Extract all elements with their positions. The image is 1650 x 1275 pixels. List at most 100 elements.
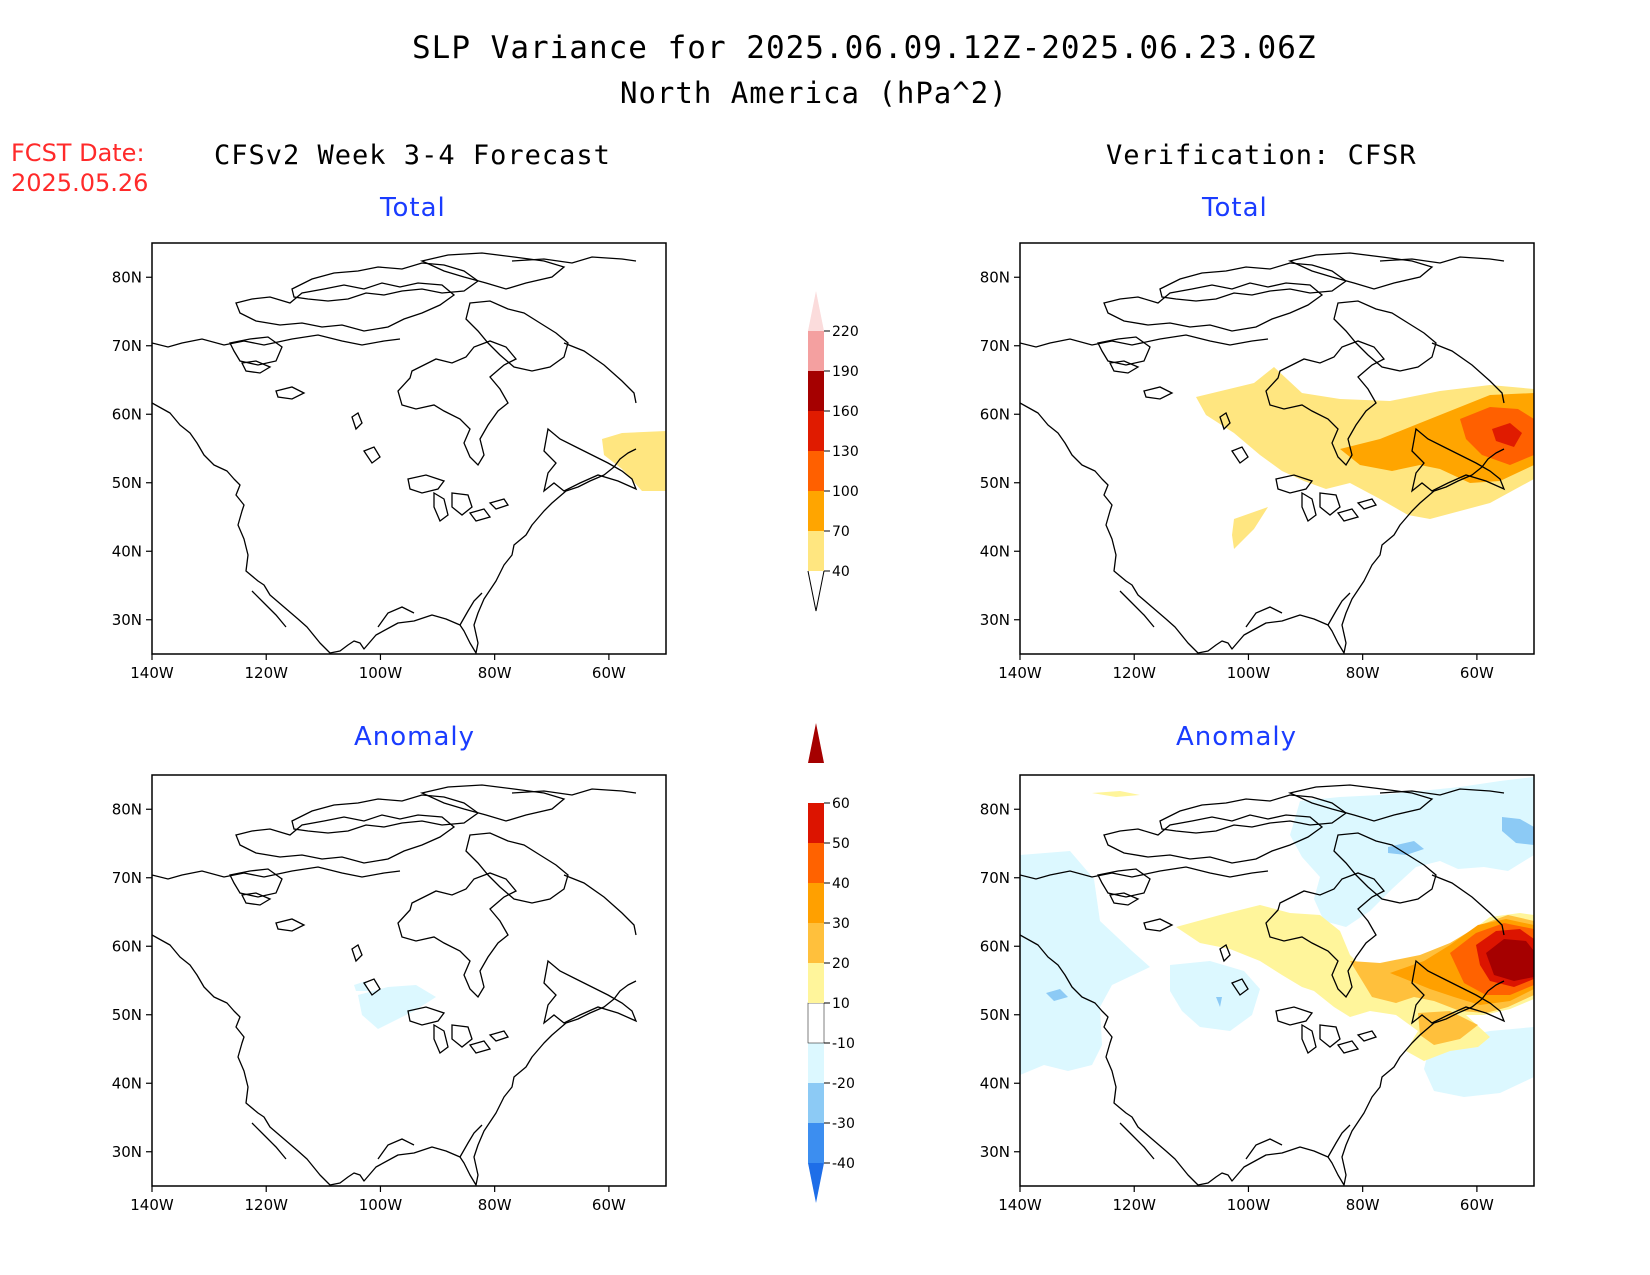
forecast-column-header: CFSv2 Week 3-4 Forecast bbox=[214, 140, 611, 171]
y-tick-label: 40N bbox=[112, 1074, 142, 1092]
colorbar-arrow-low bbox=[807, 570, 825, 612]
x-tick-label: 80W bbox=[478, 1196, 512, 1214]
colorbar-label: 50 bbox=[832, 836, 850, 852]
y-tick-label: 50N bbox=[980, 474, 1010, 492]
panel-title-verification-total: Total bbox=[1202, 193, 1268, 223]
y-tick-label: 40N bbox=[980, 1074, 1010, 1092]
colorbar-box bbox=[808, 531, 824, 571]
colorbar-box bbox=[808, 843, 824, 883]
panel-title-forecast-anomaly: Anomaly bbox=[354, 722, 476, 752]
figure-title: SLP Variance for 2025.06.09.12Z-2025.06.… bbox=[412, 30, 1317, 66]
figure-subtitle: North America (hPa^2) bbox=[620, 76, 1008, 110]
x-tick-label: 140W bbox=[998, 664, 1042, 682]
x-tick-label: 140W bbox=[130, 1196, 174, 1214]
shaded-region bbox=[1492, 423, 1522, 447]
colorbar-label: 160 bbox=[832, 404, 859, 420]
shaded-region bbox=[358, 985, 436, 1029]
y-tick-label: 60N bbox=[112, 937, 142, 955]
colorbar-label: 100 bbox=[832, 484, 859, 500]
colorbar-box bbox=[808, 371, 824, 411]
y-tick-label: 80N bbox=[112, 268, 142, 286]
colorbar-label: 60 bbox=[832, 796, 850, 812]
colorbar-box bbox=[808, 1123, 824, 1163]
x-tick-label: 120W bbox=[244, 664, 288, 682]
shaded-region bbox=[1216, 997, 1222, 1007]
map-frame bbox=[151, 242, 667, 655]
colorbar-label: -20 bbox=[832, 1076, 855, 1092]
colorbar-box bbox=[808, 411, 824, 451]
y-tick-label: 70N bbox=[112, 337, 142, 355]
y-tick-label: 50N bbox=[112, 1006, 142, 1024]
x-tick-label: 100W bbox=[359, 1196, 403, 1214]
colorbar-label: 10 bbox=[832, 996, 850, 1012]
fcst-date-value: 2025.05.26 bbox=[11, 169, 149, 197]
x-tick-label: 100W bbox=[1227, 1196, 1271, 1214]
colorbar-label: -10 bbox=[832, 1036, 855, 1052]
shaded-region bbox=[1020, 851, 1150, 1075]
y-tick-label: 70N bbox=[980, 337, 1010, 355]
shaded-region bbox=[1232, 507, 1268, 549]
colorbar-arrow-low bbox=[808, 1163, 824, 1203]
colorbar-box bbox=[808, 963, 824, 1003]
colorbar-label: 40 bbox=[832, 564, 850, 580]
x-tick-label: 120W bbox=[244, 1196, 288, 1214]
x-tick-label: 100W bbox=[359, 664, 403, 682]
y-tick-label: 80N bbox=[980, 800, 1010, 818]
shaded-region bbox=[1388, 841, 1424, 855]
x-tick-label: 80W bbox=[1346, 664, 1380, 682]
x-tick-label: 120W bbox=[1112, 1196, 1156, 1214]
colorbar-box bbox=[808, 1043, 824, 1083]
coastline bbox=[152, 784, 637, 1186]
colorbar-arrow-high bbox=[808, 723, 824, 763]
total-colorbar: 40 70 100 130 160 190 220 bbox=[807, 291, 859, 612]
x-tick-label: 80W bbox=[1346, 1196, 1380, 1214]
map-panel-vf_total: 140W 120W 100W 80W 60W 30N 40N 50N 60N 70N 80N bbox=[980, 242, 1535, 682]
shaded-region bbox=[1170, 961, 1260, 1031]
anomaly-colorbar: -40 -30 -20 -10 10 20 30 40 50 60 bbox=[807, 723, 855, 1203]
y-tick-label: 50N bbox=[112, 474, 142, 492]
colorbar-label: -40 bbox=[832, 1156, 855, 1172]
y-tick-label: 40N bbox=[112, 542, 142, 560]
x-tick-label: 60W bbox=[1460, 1196, 1494, 1214]
x-tick-label: 100W bbox=[1227, 664, 1271, 682]
colorbar-label: 220 bbox=[832, 324, 859, 340]
y-tick-label: 40N bbox=[980, 542, 1010, 560]
colorbar-box bbox=[808, 803, 824, 843]
coastline bbox=[152, 252, 637, 654]
x-tick-label: 140W bbox=[998, 1196, 1042, 1214]
y-tick-label: 30N bbox=[112, 1143, 142, 1161]
y-tick-label: 50N bbox=[980, 1006, 1010, 1024]
map-panel-vf_anom: 140W 120W 100W 80W 60W 30N 40N 50N 60N 70N 80N bbox=[980, 774, 1535, 1214]
colorbar-label: 30 bbox=[832, 916, 850, 932]
x-tick-label: 120W bbox=[1112, 664, 1156, 682]
y-tick-label: 60N bbox=[980, 405, 1010, 423]
y-tick-label: 80N bbox=[112, 800, 142, 818]
shaded-region bbox=[602, 431, 666, 491]
x-tick-label: 60W bbox=[1460, 664, 1494, 682]
x-tick-label: 60W bbox=[592, 1196, 626, 1214]
colorbar-box bbox=[808, 291, 824, 331]
map-panel-fc_total: 140W 120W 100W 80W 60W 30N 40N 50N 60N 70N 80N bbox=[112, 242, 667, 682]
panel-title-forecast-total: Total bbox=[380, 193, 446, 223]
shaded-region bbox=[1502, 817, 1534, 845]
y-tick-label: 70N bbox=[112, 869, 142, 887]
fcst-date-label: FCST Date: bbox=[11, 139, 145, 167]
y-tick-label: 60N bbox=[112, 405, 142, 423]
map-frame bbox=[1019, 774, 1535, 1187]
shaded-region bbox=[1092, 791, 1140, 797]
x-tick-label: 60W bbox=[592, 664, 626, 682]
verification-column-header: Verification: CFSR bbox=[1106, 140, 1417, 171]
colorbar-label: -30 bbox=[832, 1116, 855, 1132]
map-frame bbox=[1019, 242, 1535, 655]
colorbar-box bbox=[807, 1002, 825, 1044]
y-tick-label: 30N bbox=[980, 1143, 1010, 1161]
colorbar-box bbox=[808, 923, 824, 963]
x-tick-label: 80W bbox=[478, 664, 512, 682]
shaded-region bbox=[1046, 989, 1068, 1001]
x-tick-label: 140W bbox=[130, 664, 174, 682]
colorbar-label: 40 bbox=[832, 876, 850, 892]
y-tick-label: 30N bbox=[112, 611, 142, 629]
shaded-region bbox=[1418, 1011, 1478, 1045]
colorbar-box bbox=[808, 491, 824, 531]
